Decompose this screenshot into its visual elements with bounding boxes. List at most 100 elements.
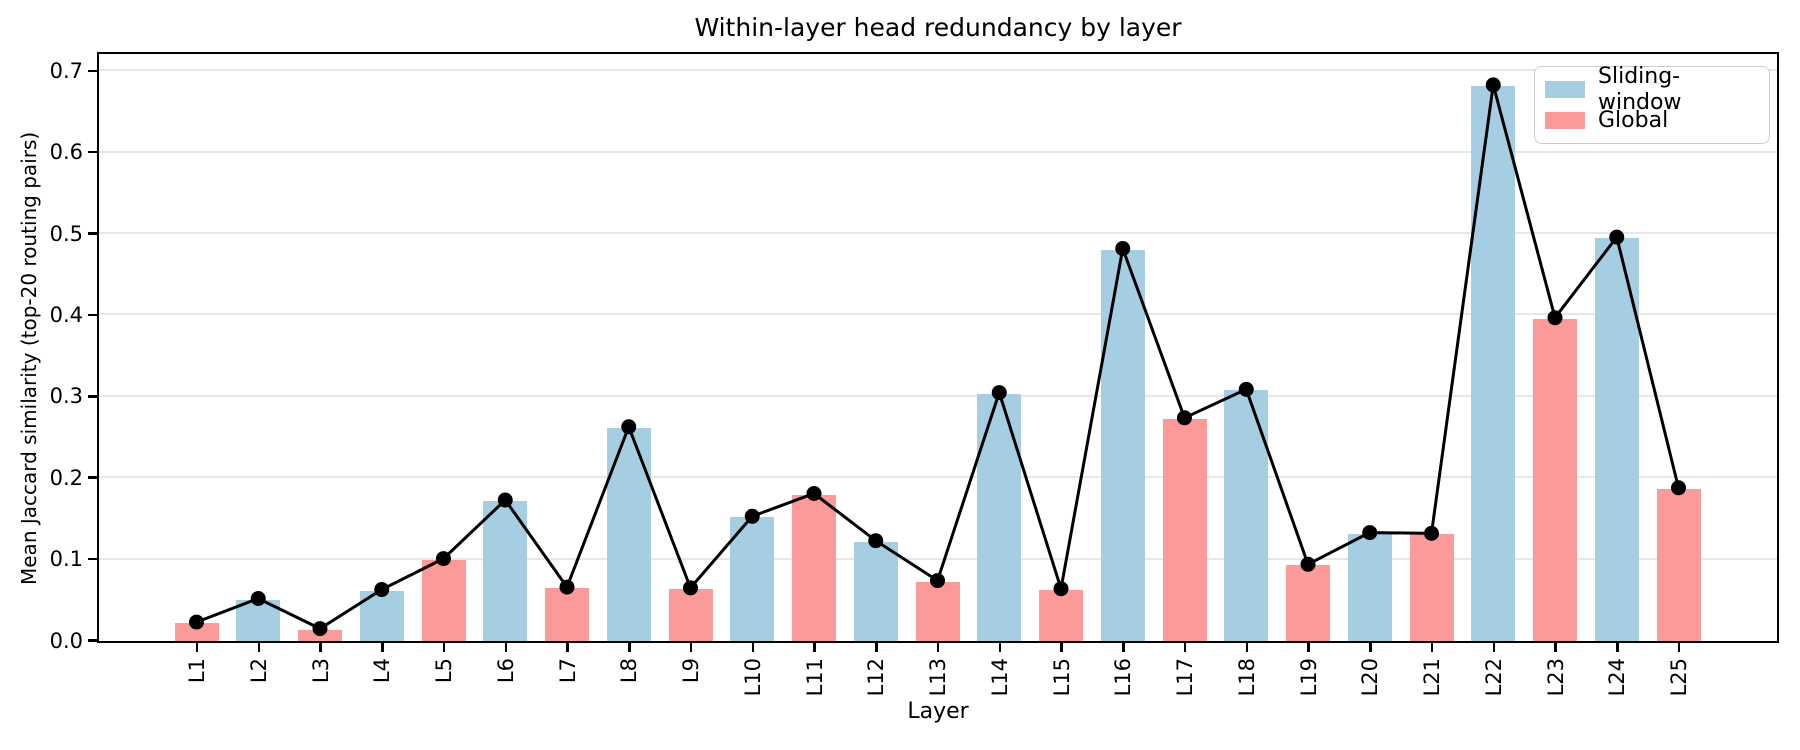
x-tick-label: L2 xyxy=(246,658,271,684)
x-tick-L22 xyxy=(1492,643,1495,652)
x-tick-label: L18 xyxy=(1234,658,1272,696)
bar-L24 xyxy=(1594,238,1639,641)
marker-L2 xyxy=(250,590,266,606)
y-tick-0.0 xyxy=(88,639,97,642)
x-axis-label: Layer xyxy=(907,699,969,724)
bar-L19 xyxy=(1286,565,1330,641)
x-tick-label: L17 xyxy=(1172,658,1210,696)
x-tick-label-text: L11 xyxy=(802,658,827,697)
bar-L25 xyxy=(1656,488,1701,641)
x-tick-label: L5 xyxy=(431,658,456,684)
x-tick-L11 xyxy=(813,643,816,652)
bar-L15 xyxy=(1039,589,1083,641)
y-tick-label: 0.3 xyxy=(49,384,83,409)
x-tick-label: L12 xyxy=(863,658,901,696)
y-tick-label: 0.1 xyxy=(49,547,83,572)
marker-L18 xyxy=(1238,381,1254,397)
gridline-0.1 xyxy=(99,557,1777,560)
x-tick-label-text: L24 xyxy=(1605,658,1630,697)
x-tick-label: L16 xyxy=(1110,658,1148,696)
x-tick-L10 xyxy=(751,643,754,652)
marker-L5 xyxy=(436,551,451,567)
x-tick-label: L22 xyxy=(1481,658,1519,696)
x-tick-label-text: L5 xyxy=(432,658,456,684)
legend-swatch-global xyxy=(1545,112,1585,129)
marker-L19 xyxy=(1300,556,1316,572)
x-tick-L25 xyxy=(1677,643,1681,652)
marker-L13 xyxy=(930,573,945,589)
x-tick-label: L1 xyxy=(184,658,209,684)
x-tick-label-text: L19 xyxy=(1296,658,1321,697)
gridline-0.5 xyxy=(99,232,1777,235)
legend-item-global: Global xyxy=(1545,105,1759,136)
y-tick-0.6 xyxy=(88,150,97,154)
x-tick-label-text: L9 xyxy=(679,658,703,684)
marker-L10 xyxy=(744,508,760,524)
x-tick-L12 xyxy=(875,643,878,652)
x-tick-label-text: L13 xyxy=(926,658,950,697)
redundancy-line xyxy=(195,84,1680,631)
x-tick-label: L13 xyxy=(925,658,963,696)
x-tick-label-text: L17 xyxy=(1173,658,1197,697)
x-tick-label-text: L10 xyxy=(740,658,765,697)
marker-L24 xyxy=(1609,229,1625,245)
x-tick-label-text: L2 xyxy=(246,658,271,684)
marker-L12 xyxy=(868,533,884,549)
chart-title: Within-layer head redundancy by layer xyxy=(694,13,1182,42)
marker-L8 xyxy=(621,419,637,435)
x-tick-L21 xyxy=(1430,643,1434,652)
x-tick-L15 xyxy=(1060,643,1063,652)
x-tick-label: L3 xyxy=(308,658,333,684)
x-tick-label: L10 xyxy=(740,658,778,696)
legend-label-sliding_window: Sliding-window xyxy=(1598,63,1682,115)
x-tick-L6 xyxy=(504,643,507,652)
bar-L23 xyxy=(1533,318,1577,641)
x-tick-label-text: L4 xyxy=(370,658,395,684)
bar-L6 xyxy=(483,501,528,641)
marker-L16 xyxy=(1115,241,1131,257)
bar-L20 xyxy=(1347,533,1392,641)
y-tick-0.1 xyxy=(88,557,97,561)
x-tick-L14 xyxy=(998,643,1001,652)
x-tick-label: L15 xyxy=(1049,658,1087,696)
x-tick-L2 xyxy=(257,643,260,652)
y-tick-0.4 xyxy=(88,313,97,317)
x-tick-label-text: L21 xyxy=(1420,658,1444,697)
x-tick-L23 xyxy=(1554,643,1557,652)
x-tick-L4 xyxy=(381,643,384,652)
x-tick-L20 xyxy=(1369,643,1372,652)
x-tick-L18 xyxy=(1245,643,1248,652)
marker-L20 xyxy=(1362,525,1378,541)
marker-L21 xyxy=(1424,525,1439,541)
marker-L4 xyxy=(374,582,390,598)
bar-L11 xyxy=(792,494,836,641)
x-tick-label: L21 xyxy=(1419,658,1457,696)
y-tick-label: 0.7 xyxy=(49,58,83,83)
marker-L11 xyxy=(806,486,822,501)
bar-L22 xyxy=(1471,85,1516,641)
x-tick-L9 xyxy=(689,643,693,652)
x-tick-L19 xyxy=(1307,643,1310,652)
bar-L13 xyxy=(915,581,960,641)
bar-L10 xyxy=(730,517,775,641)
plot-area xyxy=(97,52,1779,643)
x-tick-label-text: L16 xyxy=(1111,658,1136,697)
x-tick-label: L24 xyxy=(1604,658,1642,696)
legend-label-global: Global xyxy=(1598,107,1669,133)
marker-L6 xyxy=(497,492,513,508)
gridline-0.7 xyxy=(99,69,1777,72)
x-tick-label: L23 xyxy=(1543,658,1581,696)
bar-L16 xyxy=(1100,249,1145,641)
y-tick-label: 0.2 xyxy=(49,465,83,490)
x-tick-label-text: L8 xyxy=(617,658,642,684)
marker-L9 xyxy=(683,580,698,596)
marker-L25 xyxy=(1671,480,1686,496)
y-tick-0.7 xyxy=(88,69,97,73)
marker-L14 xyxy=(991,385,1007,401)
x-tick-label-text: L6 xyxy=(493,658,518,684)
gridline-0.6 xyxy=(99,150,1777,153)
gridline-0.4 xyxy=(99,313,1777,316)
y-tick-0.3 xyxy=(88,395,97,398)
x-tick-L1 xyxy=(195,643,199,652)
